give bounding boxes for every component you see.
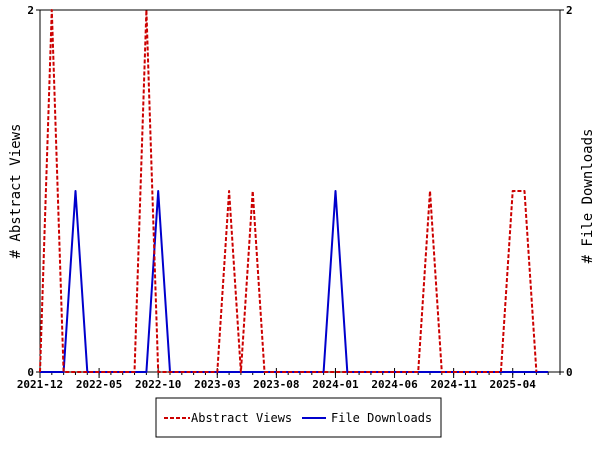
x-tick-label: 2023-08 (253, 378, 299, 391)
y-axis-label-right: # File Downloads (580, 129, 596, 264)
legend-box (155, 397, 442, 438)
y-right-tick-label: 0 (566, 366, 573, 379)
legend-label-abstract-views: Abstract Views (191, 411, 292, 425)
y-axis-label-left: # Abstract Views (8, 124, 24, 259)
axis-ticks: 2021-12 2022-05 2022-10 2023-03 2023-08 2024-… (17, 4, 573, 391)
series-line-abstract-views (39, 9, 538, 373)
legend: Abstract Views File Downloads (155, 397, 442, 438)
legend-label-file-downloads: File Downloads (331, 411, 432, 425)
y-right-tick-label: 2 (566, 4, 573, 17)
series-layer (39, 9, 549, 373)
y-left-tick-label: 0 (27, 366, 34, 379)
y-left-tick-label: 2 (27, 4, 34, 17)
x-tick-label: 2024-01 (312, 378, 359, 391)
plot-frame (39, 9, 561, 373)
series-line-file-downloads (40, 190, 549, 373)
x-tick-label: 2024-06 (371, 378, 418, 391)
x-tick-label: 2024-11 (430, 378, 477, 391)
x-tick-label: 2023-03 (194, 378, 240, 391)
x-tick-label: 2021-12 (17, 378, 63, 391)
x-tick-label: 2022-10 (135, 378, 181, 391)
x-tick-label: 2022-05 (76, 378, 122, 391)
x-tick-label: 2025-04 (490, 378, 537, 391)
